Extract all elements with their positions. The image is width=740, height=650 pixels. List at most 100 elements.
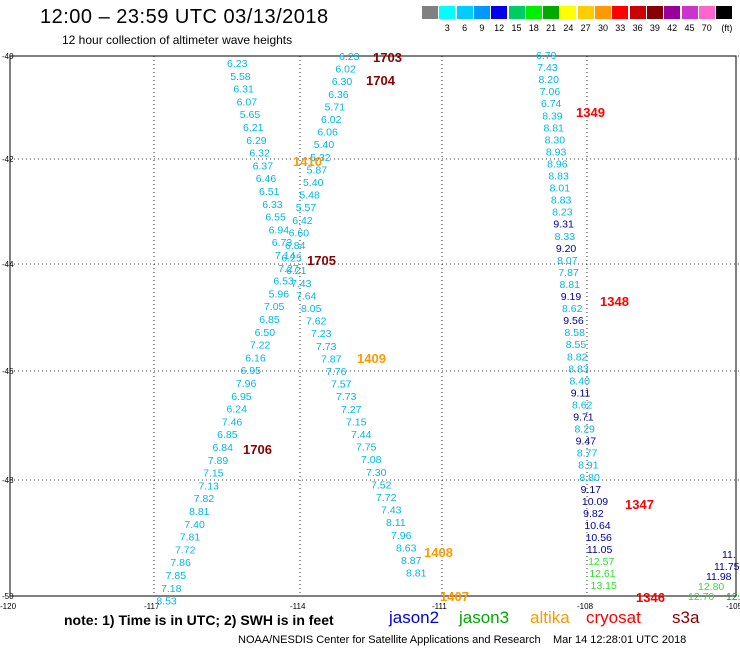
- lon-tick-label: -108: [577, 602, 594, 611]
- pass-number-label: 1706: [243, 442, 272, 457]
- pass-number-label: 1705: [307, 253, 336, 268]
- wave-height-value: 5.32: [310, 152, 331, 164]
- wave-height-value: 8.20: [538, 74, 559, 86]
- wave-height-value: 9.82: [583, 508, 604, 520]
- wave-height-value: 5.48: [299, 190, 320, 202]
- lon-tick-label: -111: [432, 602, 447, 611]
- map-subtitle: 12 hour collection of altimeter wave hei…: [62, 33, 293, 47]
- wave-height-value: 11.: [722, 549, 736, 561]
- wave-height-value: 6.32: [249, 148, 270, 160]
- wave-height-value: 7.72: [175, 544, 196, 556]
- wave-height-value: 6.23: [227, 58, 248, 70]
- wave-height-value: 7.43: [537, 62, 558, 74]
- wave-height-value: 9.20: [556, 243, 577, 255]
- wave-height-value: 6.84: [285, 240, 306, 252]
- wave-height-value: 7.43: [291, 278, 312, 290]
- legend-label: 24: [563, 23, 574, 33]
- wave-height-value: 7.06: [540, 86, 561, 98]
- wave-height-value: 6.21: [243, 122, 264, 134]
- wave-height-value: 6.79: [536, 50, 557, 62]
- wave-height-value: 6.42: [292, 215, 313, 227]
- wave-height-value: 6.36: [328, 89, 349, 101]
- wave-height-value: 13.15: [591, 580, 617, 592]
- lat-tick-label: -42: [2, 155, 14, 164]
- legend-swatch: [439, 6, 456, 19]
- wave-height-value: 9.47: [576, 436, 597, 448]
- wave-height-value: 7.30: [366, 467, 387, 479]
- generated-timestamp: Mar 14 12:28:01 UTC 2018: [553, 634, 687, 646]
- wave-height-value: 6.25: [281, 253, 302, 265]
- legend-swatch: [525, 6, 542, 19]
- wave-height-value: 8.63: [396, 542, 417, 554]
- pass-number-label: 1349: [576, 105, 605, 120]
- wave-height-value: 6.37: [253, 160, 274, 172]
- sat-name-jason2: jason2: [389, 608, 440, 627]
- wave-height-value: 8.87: [401, 555, 422, 567]
- wave-height-value: 7.23: [311, 328, 332, 340]
- wave-height-value: 6.94: [269, 224, 290, 236]
- wave-height-value: 8.05: [301, 303, 322, 315]
- wave-height-value: 6.02: [321, 114, 342, 126]
- wave-height-value: 7.82: [194, 493, 215, 505]
- wave-height-value: 7.96: [391, 530, 412, 542]
- sat-name-cryosat: cryosat: [586, 608, 641, 627]
- credit-line: NOAA/NESDIS Center for Satellite Applica…: [238, 634, 541, 646]
- pass-number-label: 1407: [440, 589, 469, 604]
- legend-label: 15: [511, 23, 522, 33]
- wave-height-value: 11.98: [706, 571, 732, 583]
- wave-height-value: 8.33: [555, 231, 576, 243]
- wave-height-value: 8.81: [560, 279, 581, 291]
- legend-swatch: [577, 6, 594, 19]
- legend-label: 70: [701, 23, 712, 33]
- legend-label: 42: [667, 23, 678, 33]
- wave-height-value: 8.55: [566, 339, 587, 351]
- wave-height-value: 7.62: [306, 316, 327, 328]
- wave-height-value: 7.64: [296, 290, 317, 302]
- wave-height-value: 9.17: [581, 484, 602, 496]
- wave-height-value: 6.73: [272, 237, 293, 249]
- legend-label: 45: [684, 23, 695, 33]
- legend-swatch: [473, 6, 490, 19]
- wave-height-value: 8.77: [577, 448, 598, 460]
- pass-number-label: 1410: [293, 154, 322, 169]
- wave-height-value: 8.81: [406, 568, 427, 580]
- wave-height-value: 6.06: [317, 127, 338, 139]
- map-frame: [9, 55, 737, 597]
- wave-height-value: 8.11: [386, 517, 406, 529]
- wave-height-value: 10.64: [584, 520, 610, 532]
- legend-swatch: [716, 6, 733, 19]
- wave-height-value: 7.43: [381, 505, 402, 517]
- wave-height-value: 6.95: [241, 365, 262, 377]
- legend-swatch: [543, 6, 560, 19]
- pass-number-label: 1346: [636, 590, 665, 605]
- wave-height-value: 8.01: [550, 183, 571, 195]
- wave-height-value: 7.85: [166, 570, 187, 582]
- wave-height-value: 6.16: [245, 352, 266, 364]
- wave-height-value: 7.46: [222, 416, 243, 428]
- legend-swatch: [560, 6, 577, 19]
- legend-label: 36: [632, 23, 643, 33]
- legend-swatch: [456, 6, 473, 19]
- wave-height-value: 8.29: [574, 424, 595, 436]
- wave-height-value: 8.91: [578, 460, 599, 472]
- legend-swatch: [612, 6, 629, 19]
- legend-swatch: [491, 6, 508, 19]
- wave-height-value: 8.39: [542, 110, 563, 122]
- wave-height-value: 8.80: [579, 472, 600, 484]
- wave-height-value: 5.57: [296, 202, 317, 214]
- wave-height-value: 8.83: [568, 363, 589, 375]
- wave-height-value: 7.96: [236, 378, 257, 390]
- wave-height-value: 7.08: [361, 454, 382, 466]
- wave-height-value: 9.56: [563, 315, 584, 327]
- wave-height-value: 10.56: [586, 532, 612, 544]
- legend-unit: (ft): [721, 23, 733, 33]
- wave-height-value: 7.15: [346, 416, 367, 428]
- wave-height-value: 7.44: [351, 429, 372, 441]
- map-title: 12:00 – 23:59 UTC 03/13/2018: [40, 6, 329, 28]
- legend-swatch: [681, 6, 698, 19]
- wave-height-value: 8.82: [567, 351, 588, 363]
- wave-height-value: 6.55: [265, 212, 286, 224]
- wave-height-value: 8.40: [569, 375, 590, 387]
- wave-height-value: 7.75: [356, 442, 377, 454]
